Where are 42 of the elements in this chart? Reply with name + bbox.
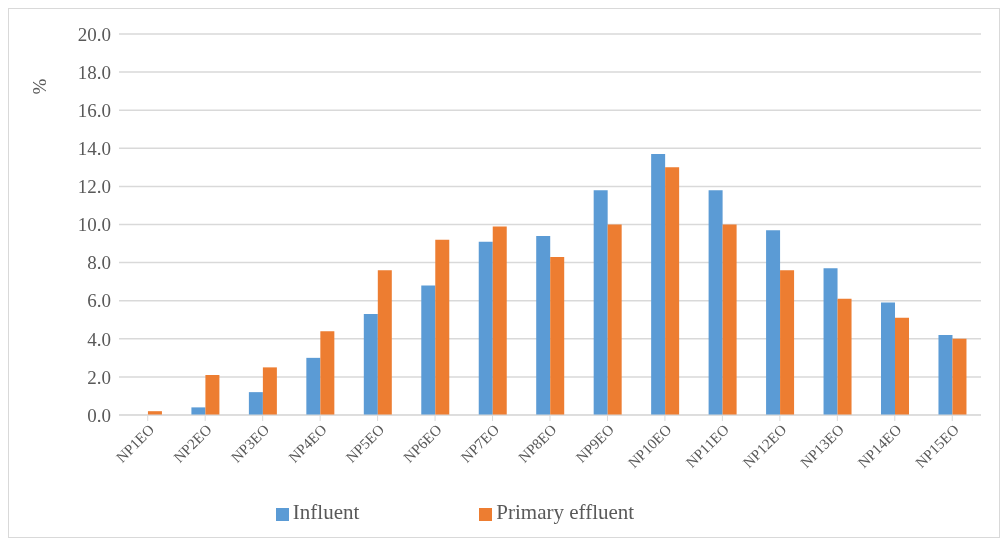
bar <box>377 270 392 415</box>
y-tick-label: 14.0 <box>77 138 111 160</box>
bar <box>550 256 565 415</box>
bar <box>536 235 551 415</box>
bar <box>593 190 608 415</box>
bar <box>435 239 450 415</box>
y-tick-label: 0.0 <box>87 404 111 426</box>
y-tick-label: 20.0 <box>77 23 111 45</box>
bar <box>607 224 622 415</box>
bar <box>823 268 838 415</box>
bar <box>881 302 896 415</box>
bar <box>421 285 436 415</box>
y-tick-label: 16.0 <box>77 99 111 121</box>
bar <box>492 226 507 415</box>
y-tick-label: 12.0 <box>77 176 111 198</box>
y-tick-label: 10.0 <box>77 214 111 236</box>
bar <box>248 392 263 415</box>
bar <box>708 190 723 415</box>
y-tick-label: 18.0 <box>77 61 111 83</box>
bar <box>938 334 953 415</box>
bar <box>952 338 967 415</box>
y-tick-label: 2.0 <box>87 366 111 388</box>
bar <box>363 314 378 415</box>
legend-label: Primary effluent <box>496 500 635 524</box>
y-axis-title: % <box>28 78 50 95</box>
bar <box>895 317 910 415</box>
bar <box>665 167 680 415</box>
bar <box>780 270 795 415</box>
bar <box>478 241 493 415</box>
bar <box>205 375 220 415</box>
bar <box>320 331 335 415</box>
bar <box>766 230 781 415</box>
bar <box>191 407 206 415</box>
bar <box>262 367 277 415</box>
y-tick-label: 4.0 <box>87 328 111 350</box>
bar <box>837 298 852 415</box>
legend-label: Influent <box>292 500 360 524</box>
bar <box>306 357 321 415</box>
bar <box>651 154 666 415</box>
bar <box>722 224 737 415</box>
y-tick-label: 6.0 <box>87 290 111 312</box>
y-tick-label: 8.0 <box>87 252 111 274</box>
